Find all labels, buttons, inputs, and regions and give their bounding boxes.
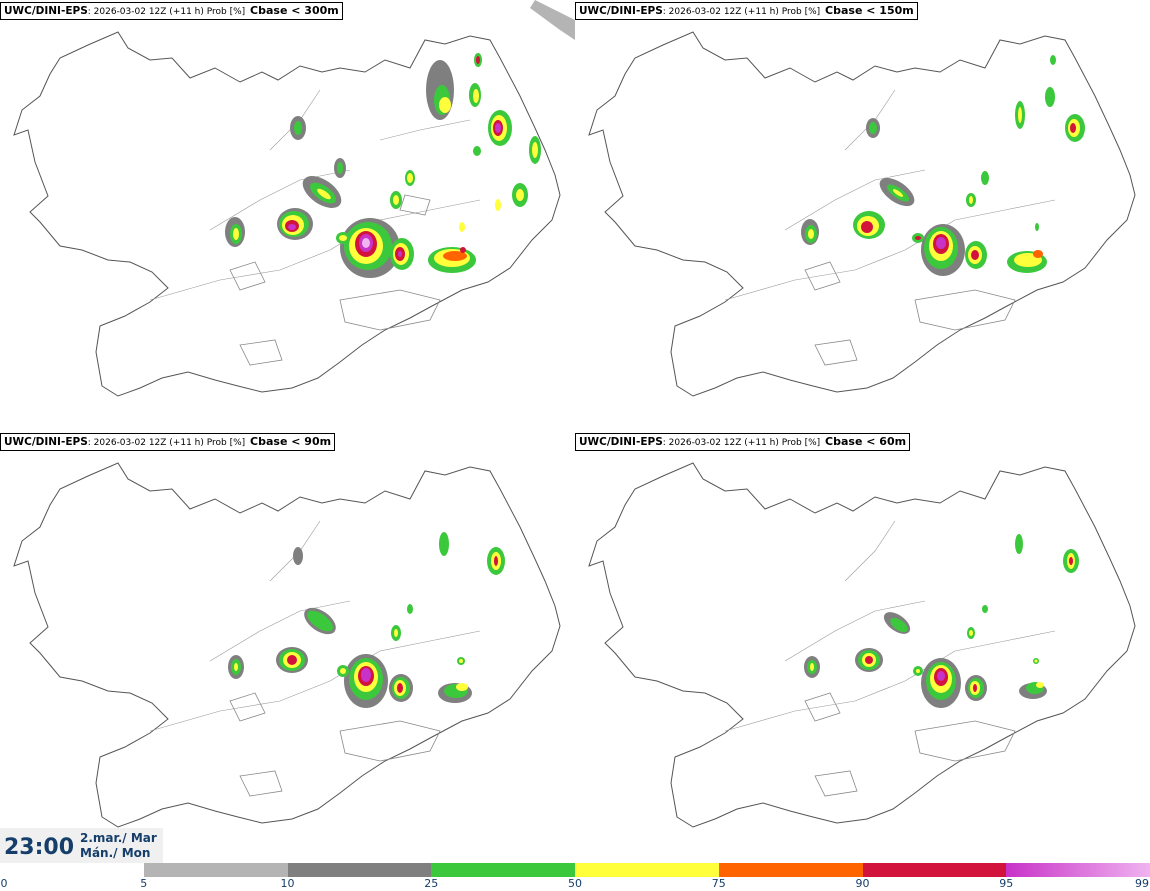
colorbar-tick-label: 50 [568,877,582,890]
valid-time: 23:00 [4,835,75,860]
rivers-roads [724,520,1056,732]
coastline [588,31,1136,397]
probability-field [225,53,541,278]
colorbar-tick-label: 99 [1135,877,1149,890]
coastline [588,462,1136,828]
colorbar-segment [718,863,864,877]
colorbar-tick-label: 10 [280,877,295,890]
colorbar-tick-label: 25 [424,877,439,890]
iceland-map [13,0,575,397]
colorbar-segment [0,863,145,877]
colorbar-tick-label: 0 [0,877,8,890]
panel-title: UWC/DINI-EPS: 2026-03-02 12Z (+11 h) Pro… [575,2,918,20]
colorbar-segment [287,863,433,877]
colorbar-segment [1006,863,1150,877]
colorbar-segment [575,863,720,877]
probability-field [801,55,1085,276]
glacier-outlines [804,692,1016,797]
date-line-1: 2.mar./ Mar [80,831,157,845]
iceland-map [588,31,1136,397]
colorbar-tick-label: 95 [999,877,1014,890]
valid-date: 2.mar./ Mar Mán./ Mon [80,831,157,861]
colorbar-tick-label: 75 [711,877,726,890]
rivers-roads [149,520,481,732]
colorbar [0,863,1150,877]
map-panel-60m: UWC/DINI-EPS: 2026-03-02 12Z (+11 h) Pro… [575,431,1150,862]
glacier-outlines [229,194,441,366]
coastline [13,462,561,828]
colorbar-segment [143,863,289,877]
panel-title: UWC/DINI-EPS: 2026-03-02 12Z (+11 h) Pro… [575,433,911,451]
probability-field [228,532,505,708]
colorbar-tick-label: 5 [140,877,148,890]
land-mask-corner [530,0,575,40]
rivers-roads [149,89,481,301]
panel-title: UWC/DINI-EPS: 2026-03-02 12Z (+11 h) Pro… [0,433,336,451]
rivers-roads [724,89,1056,301]
map-panel-300m: UWC/DINI-EPS: 2026-03-02 12Z (+11 h) Pro… [0,0,575,431]
glacier-outlines [229,692,441,797]
colorbar-segment [431,863,576,877]
colorbar-segment [862,863,1008,877]
map-panel-150m: UWC/DINI-EPS: 2026-03-02 12Z (+11 h) Pro… [575,0,1150,431]
coastline [13,31,561,397]
probability-field [804,534,1079,708]
panel-title: UWC/DINI-EPS: 2026-03-02 12Z (+11 h) Pro… [0,2,343,20]
colorbar-tick-label: 90 [855,877,870,890]
iceland-map [13,462,561,828]
iceland-map [588,462,1136,828]
glacier-outlines [804,261,1016,366]
map-panel-90m: UWC/DINI-EPS: 2026-03-02 12Z (+11 h) Pro… [0,431,575,862]
date-line-2: Mán./ Mon [80,846,151,860]
